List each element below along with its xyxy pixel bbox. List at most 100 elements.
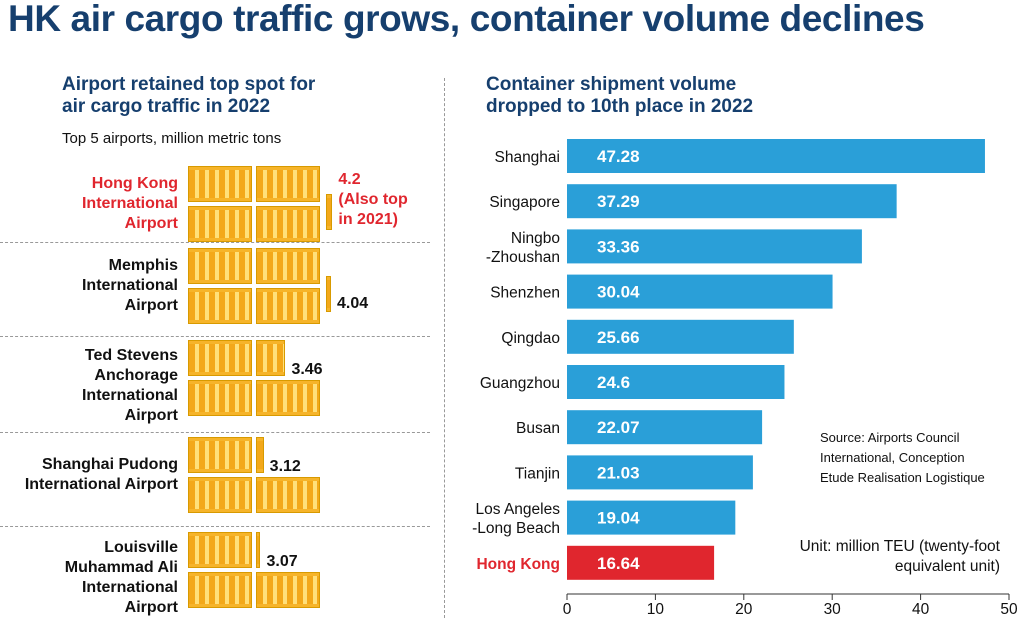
airport-name-line: Hong Kong <box>91 175 178 192</box>
cargo-crate <box>188 206 252 242</box>
category-label-line: Hong Kong <box>476 556 560 573</box>
airport-name-line: Airport <box>124 215 178 232</box>
x-tick-label: 30 <box>824 601 842 618</box>
airport-value-label: 4.2 (Also top in 2021) <box>338 170 407 230</box>
airport-name-line: International Airport <box>24 476 178 493</box>
left-unit-note: Top 5 airports, million metric tons <box>62 130 282 147</box>
right-subtitle: Container shipment volume dropped to 10t… <box>486 74 753 118</box>
unit-note: Unit: million TEU (twenty-foot equivalen… <box>740 537 1000 577</box>
bar <box>567 545 715 580</box>
category-label-line: -Long Beach <box>472 520 560 537</box>
bar-value-label: 22.07 <box>597 418 640 437</box>
category-label: Busan <box>516 420 560 437</box>
x-tick-label: 0 <box>563 601 572 618</box>
cargo-crate-partial <box>256 437 264 473</box>
category-label-line: Singapore <box>489 194 560 211</box>
airport-name-line: Airport <box>124 599 178 616</box>
panel-divider <box>444 78 445 618</box>
airport-name-line: Airport <box>124 407 178 424</box>
category-label: Shenzhen <box>490 285 560 302</box>
bar <box>567 139 985 173</box>
airport-name-line: Ted Stevens <box>84 347 178 364</box>
airport-name: Hong Kong International Airport <box>2 174 178 234</box>
cargo-crate <box>188 340 252 376</box>
airport-name-line: International <box>81 195 178 212</box>
x-tick-label: 10 <box>647 601 665 618</box>
airport-name-line: International <box>81 277 178 294</box>
cargo-crate <box>256 248 320 284</box>
cargo-crate <box>188 166 252 202</box>
bar-value-label: 21.03 <box>597 463 640 482</box>
category-label: Los Angeles -Long Beach <box>472 501 560 537</box>
left-subtitle-line-1: Airport retained top spot for <box>62 74 316 95</box>
x-tick-label: 20 <box>735 601 753 618</box>
bar <box>567 319 794 354</box>
airport-name-line: Anchorage <box>94 367 178 384</box>
cargo-crate <box>188 532 252 568</box>
bar-value-label: 37.29 <box>597 192 640 211</box>
category-label: Qingdao <box>501 330 560 347</box>
cargo-crate <box>256 166 320 202</box>
cargo-crate-partial <box>256 532 261 568</box>
source-line-1: Source: Airports Council <box>820 430 960 445</box>
source-note: Source: Airports Council International, … <box>820 428 985 488</box>
page-title: HK air cargo traffic grows, container vo… <box>8 0 925 39</box>
category-label: Tianjin <box>515 465 560 482</box>
airport-value-label: 4.04 <box>337 294 368 314</box>
airport-name-line: International <box>81 387 178 404</box>
airport-value-line: 3.12 <box>269 458 301 475</box>
airport-row-divider <box>0 242 430 243</box>
category-label-line: Shenzhen <box>490 285 560 302</box>
bar <box>567 455 753 490</box>
cargo-crate <box>188 477 252 513</box>
airport-row-divider <box>0 526 430 527</box>
category-label: Hong Kong <box>476 556 560 573</box>
airport-name: Ted Stevens Anchorage International Airport <box>2 346 178 426</box>
airport-name: Shanghai Pudong International Airport <box>2 455 178 495</box>
unit-line-2: equivalent unit) <box>894 558 1000 575</box>
right-subtitle-line-2: dropped to 10th place in 2022 <box>486 96 754 117</box>
cargo-crate <box>188 288 252 324</box>
bar-value-label: 30.04 <box>597 283 640 302</box>
cargo-crate-partial <box>326 194 333 230</box>
bar-value-label: 19.04 <box>597 509 640 528</box>
bar-value-label: 47.28 <box>597 147 640 166</box>
airport-value-line: 3.07 <box>266 553 298 570</box>
airport-name-line: Muhammad Ali <box>64 559 178 576</box>
category-label-line: Los Angeles <box>476 501 561 518</box>
category-label-line: Tianjin <box>515 465 560 482</box>
airport-name-line: Louisville <box>104 539 178 556</box>
source-line-2: International, Conception <box>820 450 965 465</box>
cargo-crate-partial <box>326 276 331 312</box>
category-label: Ningbo -Zhoushan <box>486 230 560 266</box>
bar <box>567 410 763 445</box>
unit-line-1: Unit: million TEU (twenty-foot <box>799 538 1000 555</box>
x-tick-label: 40 <box>912 601 930 618</box>
cargo-crate <box>188 437 252 473</box>
cargo-crate <box>256 572 320 608</box>
cargo-crate <box>256 380 320 416</box>
category-label-line: Shanghai <box>494 149 560 166</box>
right-subtitle-line-1: Container shipment volume <box>486 74 737 95</box>
bar-value-label: 16.64 <box>597 554 640 573</box>
category-label: Shanghai <box>494 149 560 166</box>
category-label-line: Busan <box>516 420 560 437</box>
airport-value-line: (Also top <box>338 191 408 208</box>
bar <box>567 229 862 264</box>
bar <box>567 184 897 219</box>
bar <box>567 365 785 399</box>
category-label-line: -Zhoushan <box>486 249 560 266</box>
bar-value-label: 33.36 <box>597 237 640 256</box>
cargo-crate <box>256 477 320 513</box>
cargo-crate <box>256 206 320 242</box>
airport-value-label: 3.46 <box>291 360 322 380</box>
category-label-line: Ningbo <box>511 230 560 247</box>
cargo-crate <box>188 572 252 608</box>
airport-row-divider <box>0 432 430 433</box>
cargo-crate <box>188 380 252 416</box>
airport-value-line: 4.04 <box>337 295 369 312</box>
airport-name-line: Shanghai Pudong <box>42 456 178 473</box>
category-label-line: Qingdao <box>501 330 560 347</box>
airport-value-label: 3.12 <box>270 457 301 477</box>
